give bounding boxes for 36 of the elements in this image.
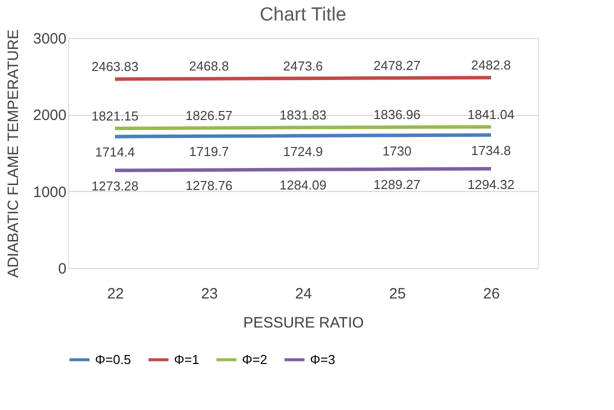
data-label: 2473.6 <box>283 58 323 74</box>
data-label: 1278.76 <box>186 178 232 193</box>
y-tick-label: 1000 <box>33 184 66 201</box>
y-tick-label: 2000 <box>33 107 66 124</box>
legend-label: Φ=3 <box>310 352 336 367</box>
data-label: 1714.4 <box>95 144 135 160</box>
chart-title: Chart Title <box>260 4 346 26</box>
legend-label: Φ=2 <box>242 352 268 367</box>
data-label: 2478.27 <box>374 58 420 73</box>
data-label: 1831.83 <box>280 108 326 123</box>
legend-label: Φ=0.5 <box>95 352 132 367</box>
data-label: 1841.04 <box>468 106 514 122</box>
data-label: 1821.15 <box>92 108 138 124</box>
y-tick-label: 0 <box>58 260 66 278</box>
data-label: 1730 <box>382 143 412 158</box>
data-label: 1284.09 <box>280 178 326 193</box>
y-axis-title: ADIABATIC FLAME TEMPERATURE <box>5 29 22 278</box>
data-label: 1724.9 <box>283 144 323 159</box>
data-label: 1273.28 <box>92 178 138 194</box>
x-tick-label: 25 <box>389 286 406 302</box>
x-tick-label: 22 <box>107 286 124 302</box>
data-label: 1836.96 <box>374 107 420 122</box>
x-tick-label: 26 <box>483 286 500 302</box>
data-label: 2463.83 <box>92 59 138 74</box>
y-tick-label: 3000 <box>33 30 66 48</box>
data-label: 2468.8 <box>189 58 229 74</box>
data-label: 1289.27 <box>374 177 420 192</box>
x-tick-label: 23 <box>201 286 218 302</box>
x-axis-title: PESSURE RATIO <box>243 314 364 332</box>
data-label: 1294.32 <box>468 176 514 192</box>
data-label: 1826.57 <box>186 108 232 123</box>
data-label: 2482.8 <box>471 58 511 73</box>
data-label: 1734.8 <box>471 143 511 158</box>
legend-label: Φ=1 <box>174 352 200 367</box>
x-tick-label: 24 <box>295 286 312 302</box>
data-label: 1719.7 <box>189 144 229 160</box>
